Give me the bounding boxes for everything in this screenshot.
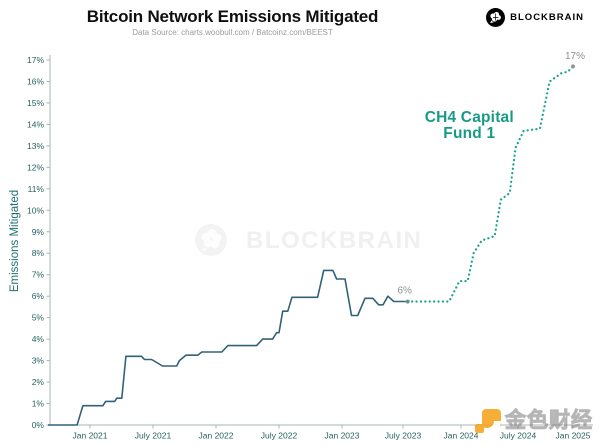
series-end-marker [570, 64, 576, 69]
y-tick-label: 16% [27, 76, 44, 86]
x-tick-label: Jan 2023 [325, 431, 360, 441]
y-axis-title: Emissions Mitigated [9, 189, 21, 293]
jinse-watermark-text: 金色财经 [505, 409, 593, 433]
annotation-fund-label: CH4 Capital Fund 1 [425, 109, 514, 142]
jinse-watermark: 金色财经 [474, 408, 593, 436]
y-tick-label: 17% [27, 55, 44, 65]
annotations: 6% 17% CH4 Capital Fund 1 [397, 51, 585, 297]
x-tick-label: Jan 2025 [556, 431, 591, 441]
line-actual [48, 269, 408, 426]
y-tick-label: 6% [32, 291, 45, 301]
y-tick-label: 12% [27, 162, 44, 172]
x-axis-ticks: Jan 2021 July 2021 Jan 2022 July 2022 Jan 20… [73, 425, 591, 441]
watermark-brand: BLOCKBRAIN [246, 227, 422, 254]
jinse-logo-icon [475, 409, 501, 435]
x-tick-label: July 2023 [385, 431, 422, 441]
center-watermark: BLOCKBRAIN [195, 224, 422, 256]
page-title: Bitcoin Network Emissions Mitigated [86, 7, 379, 26]
y-tick-label: 9% [32, 227, 45, 237]
y-tick-label: 8% [32, 248, 45, 258]
y-tick-label: 14% [27, 119, 44, 129]
y-tick-label: 15% [27, 98, 44, 108]
y-tick-label: 10% [27, 205, 44, 215]
brain-icon [486, 8, 506, 27]
y-tick-label: 5% [32, 313, 45, 323]
x-tick-label: Jan 2024 [444, 431, 479, 441]
x-tick-label: July 2022 [261, 431, 298, 441]
y-tick-label: 2% [32, 377, 45, 387]
x-tick-label: Jan 2022 [199, 431, 234, 441]
data-source-subtitle: Data Source: charts.woobull.com / Batcoi… [132, 28, 333, 37]
y-tick-label: 4% [32, 334, 45, 344]
brand-name: BLOCKBRAIN [510, 12, 584, 23]
x-tick-label: Jan 2021 [73, 431, 108, 441]
y-tick-label: 0% [32, 420, 45, 430]
brand-logo: BLOCKBRAIN [486, 8, 584, 27]
y-tick-label: 11% [28, 184, 45, 194]
y-tick-label: 3% [32, 356, 45, 366]
annotation-current-value: 6% [397, 286, 412, 297]
y-axis-ticks: 0% 1% 2% 3% 4% 5% 6% 7% 8% 9% 10% 11% 12% 13% 14% 15% 16… [27, 55, 50, 430]
x-tick-label: July 2021 [135, 431, 172, 441]
x-tick-label: July 2024 [500, 431, 537, 441]
y-tick-label: 1% [32, 399, 45, 409]
line-projection [406, 65, 575, 303]
y-tick-label: 7% [32, 270, 45, 280]
annotation-target-value: 17% [565, 51, 585, 62]
series-lines [48, 64, 576, 426]
y-tick-label: 13% [27, 141, 44, 151]
